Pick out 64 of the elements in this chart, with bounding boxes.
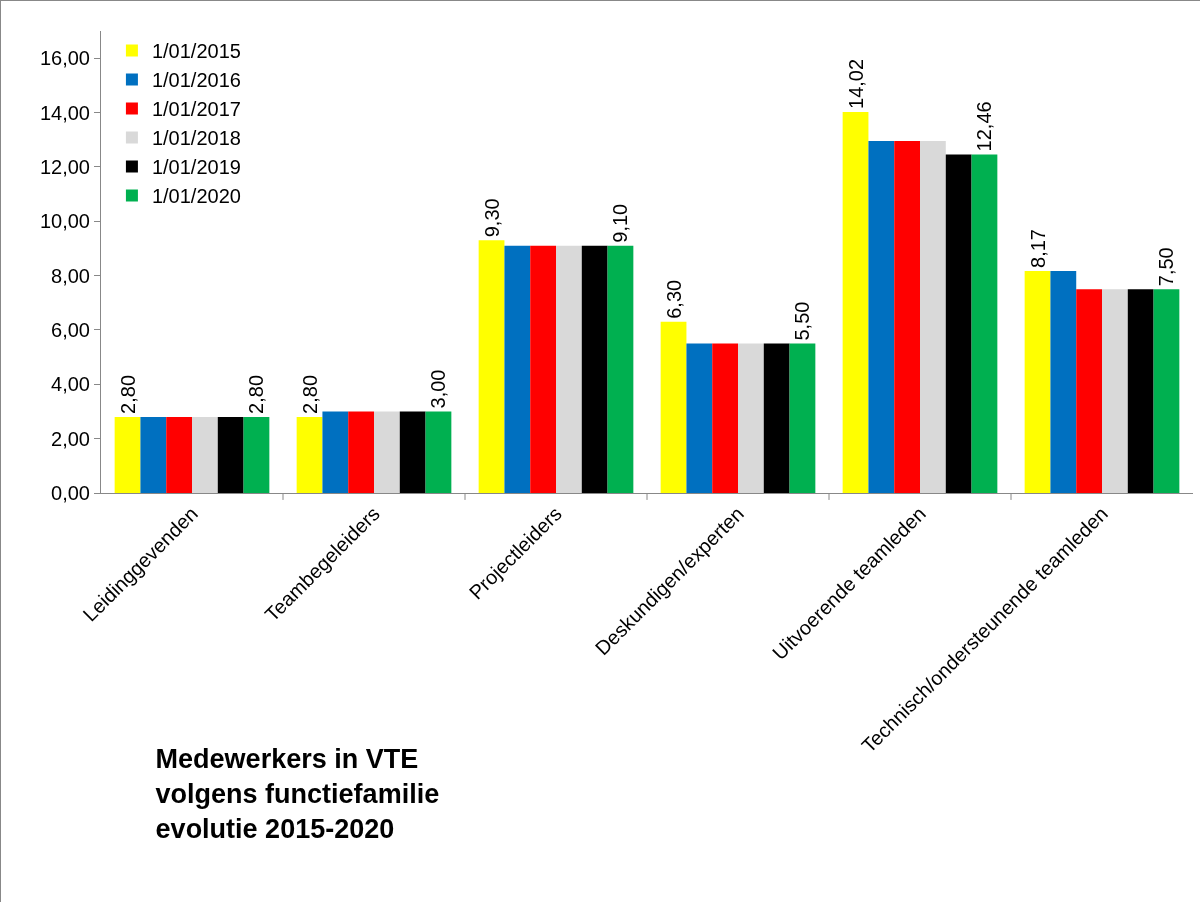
- legend-label: 1/01/2020: [151, 185, 241, 208]
- bar: [945, 154, 972, 493]
- bar: [1127, 289, 1154, 493]
- bar: [425, 411, 452, 493]
- legend-label: 1/01/2017: [151, 98, 241, 121]
- bar: [842, 111, 869, 493]
- bar: [1153, 289, 1180, 493]
- data-label: 2,80: [116, 374, 139, 414]
- y-tick-label: 10,00: [39, 210, 90, 233]
- bar: [478, 240, 505, 493]
- bar: [660, 321, 687, 493]
- data-label: 3,00: [427, 369, 450, 409]
- legend-label: 1/01/2016: [151, 69, 241, 92]
- data-label: 9,30: [480, 198, 503, 238]
- bar: [712, 343, 738, 493]
- y-tick-label: 6,00: [51, 318, 90, 341]
- data-label: 6,30: [662, 279, 685, 319]
- bar: [348, 411, 374, 493]
- bar: [868, 141, 895, 493]
- bar: [1076, 289, 1102, 493]
- legend-label: 1/01/2015: [151, 40, 241, 63]
- bar: [140, 416, 167, 493]
- bar: [581, 245, 608, 493]
- bar: [894, 141, 920, 493]
- bar: [243, 416, 270, 493]
- bar: [607, 245, 634, 493]
- data-label: 2,80: [245, 374, 268, 414]
- y-tick-label: 16,00: [39, 47, 90, 70]
- y-tick-label: 4,00: [51, 373, 90, 396]
- bar: [556, 245, 582, 493]
- data-label: 9,10: [609, 203, 632, 243]
- data-label: 12,46: [973, 101, 996, 152]
- text: Medewerkers in VTE volgens functiefamilie evolutie 2015-2020: [155, 743, 440, 844]
- data-label: 5,50: [791, 301, 814, 341]
- data-label: 14,02: [844, 58, 867, 109]
- y-tick-label: 8,00: [51, 264, 90, 287]
- legend-label: 1/01/2018: [151, 127, 241, 150]
- bar: [738, 343, 764, 493]
- bar: [192, 416, 218, 493]
- bar: [789, 343, 816, 493]
- bar: [322, 411, 349, 493]
- bar: [530, 245, 556, 493]
- bar: [166, 416, 192, 493]
- bar: [1050, 270, 1077, 493]
- y-tick-label: 12,00: [39, 155, 90, 178]
- bar: [763, 343, 790, 493]
- bar: [399, 411, 426, 493]
- bar: [971, 154, 998, 493]
- bar: [217, 416, 244, 493]
- bar: [296, 416, 323, 493]
- bar: [1024, 270, 1051, 493]
- data-label: 2,80: [298, 374, 321, 414]
- bar: [920, 141, 946, 493]
- data-label: 7,50: [1155, 247, 1178, 287]
- data-label: 8,17: [1026, 229, 1049, 268]
- bar: [504, 245, 531, 493]
- y-tick-label: 14,00: [39, 101, 90, 124]
- bar: [374, 411, 400, 493]
- legend-label: 1/01/2019: [151, 156, 241, 179]
- y-tick-label: 0,00: [51, 482, 90, 504]
- y-tick-label: 2,00: [51, 427, 90, 450]
- bar: [1102, 289, 1128, 493]
- bar: [114, 416, 141, 493]
- bar: [686, 343, 713, 493]
